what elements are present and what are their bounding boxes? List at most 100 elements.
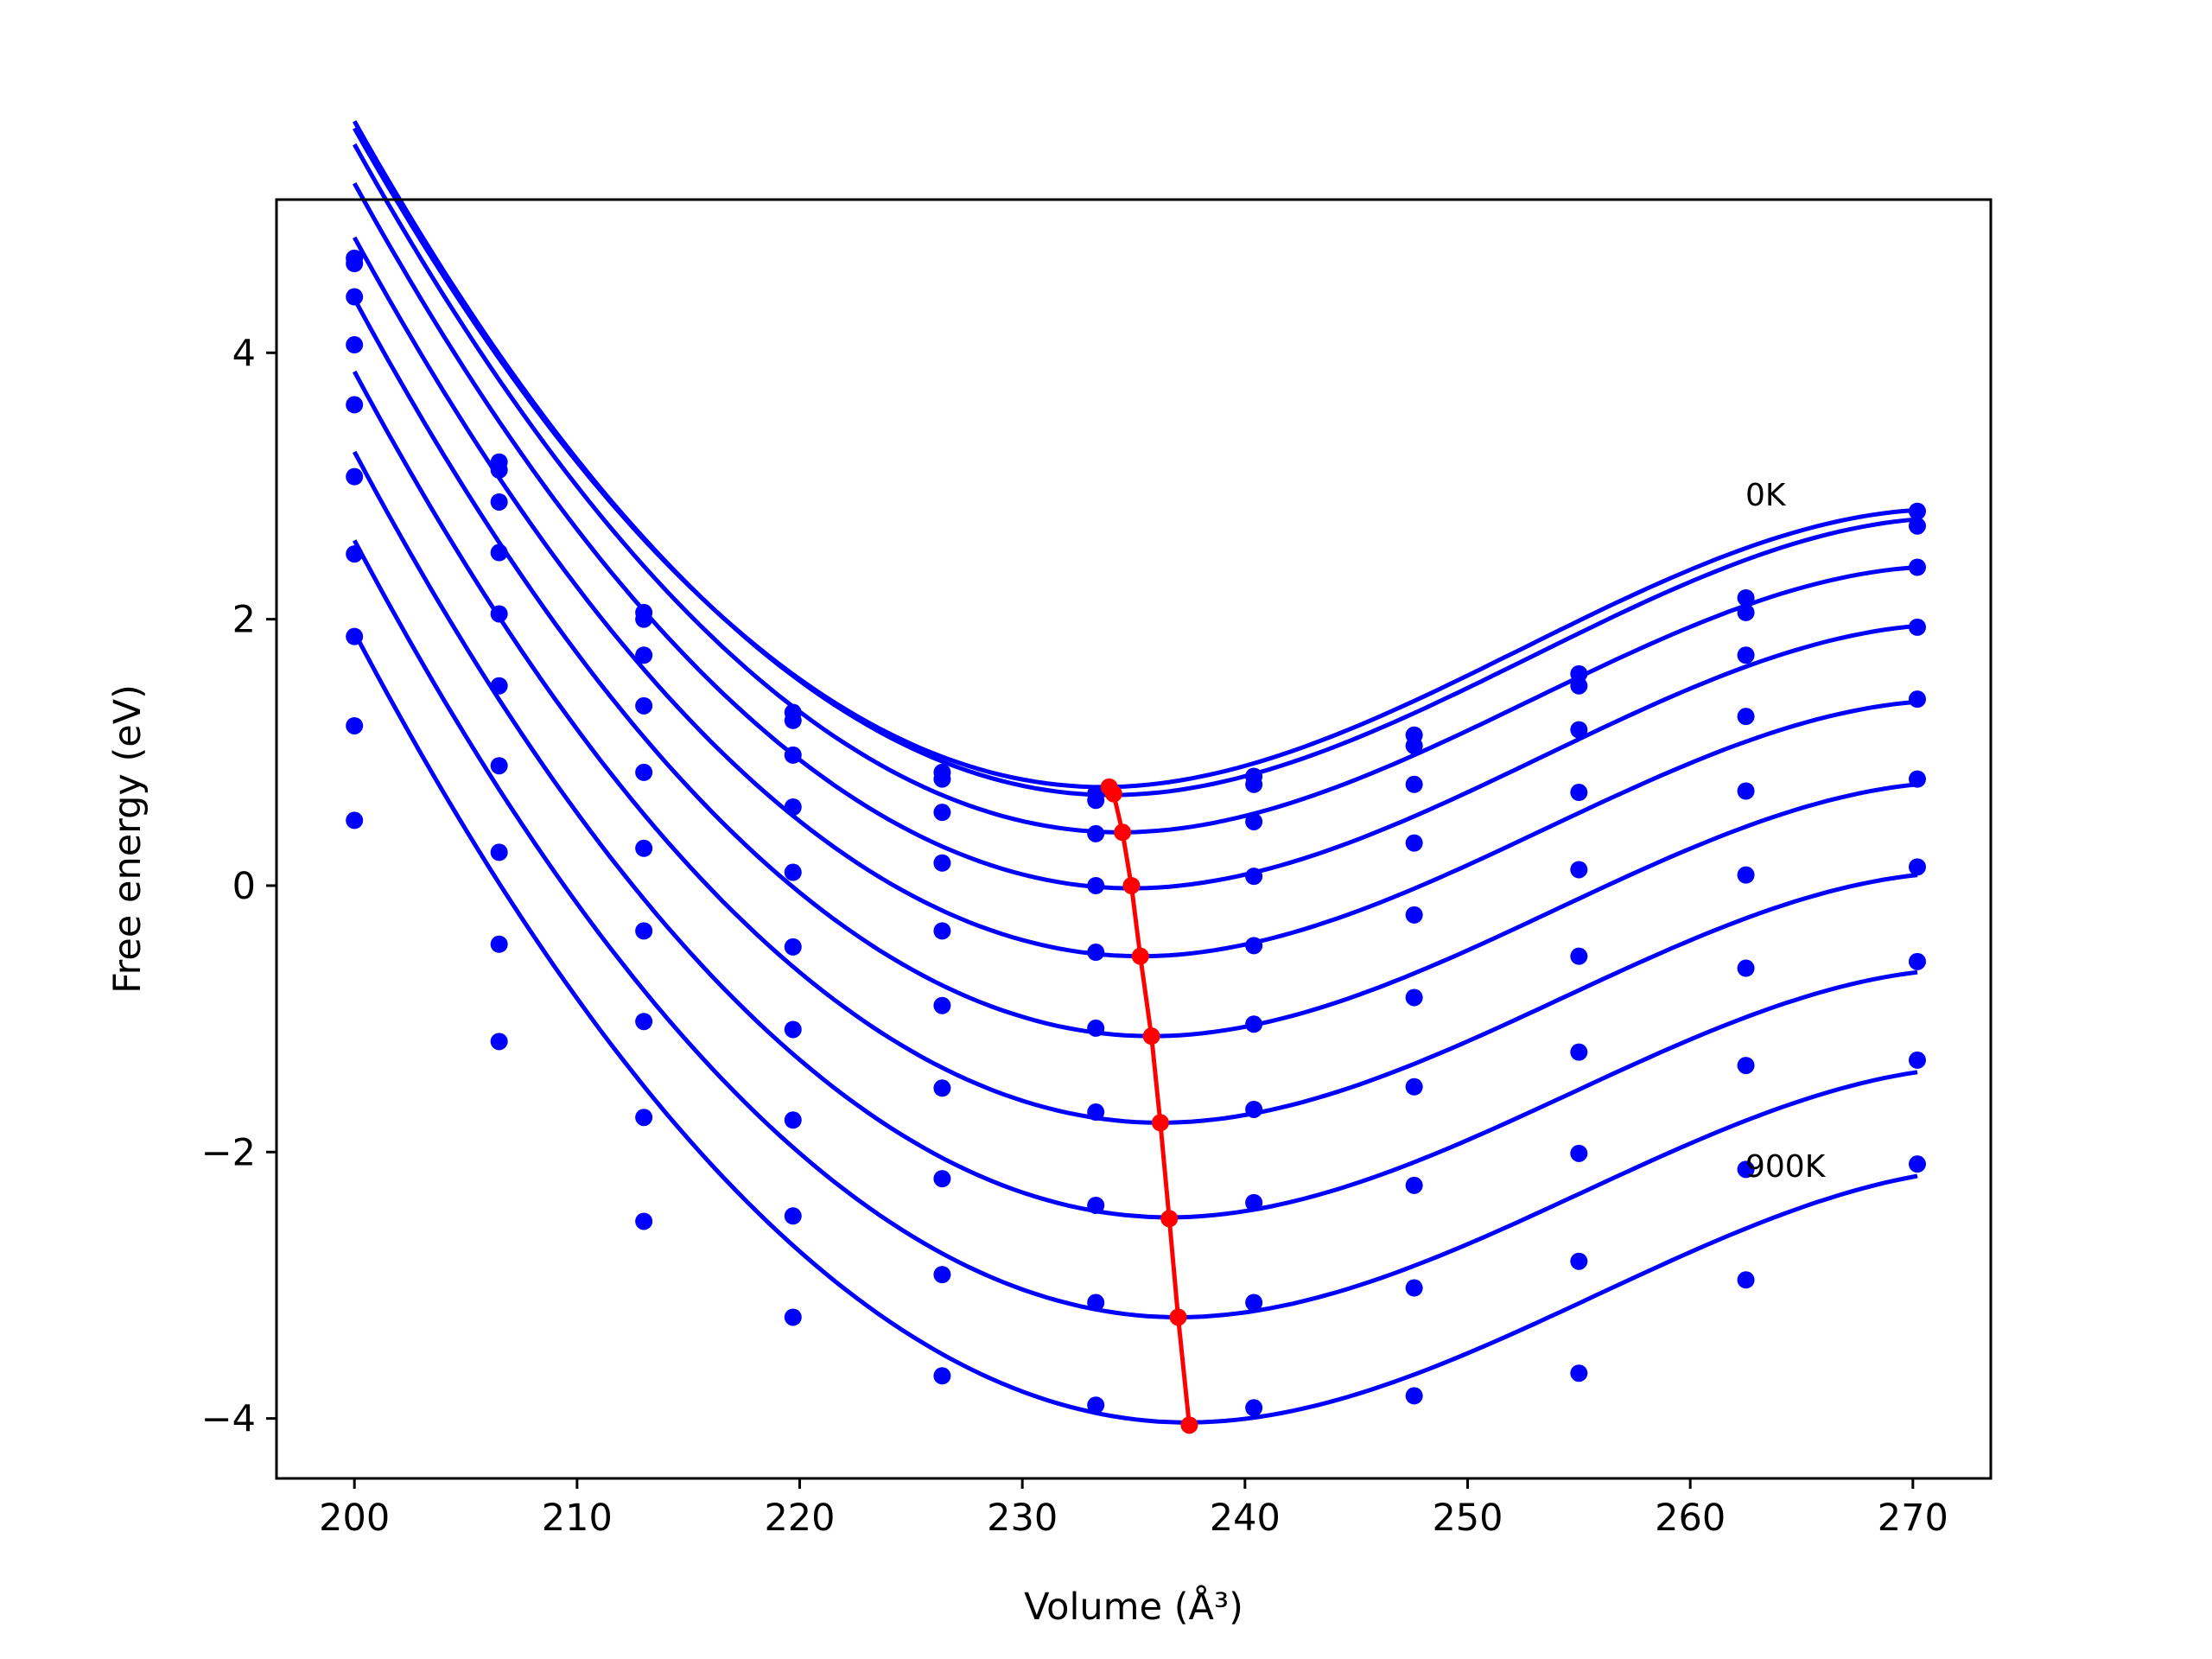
minimum-line bbox=[1107, 785, 1192, 1426]
data-point-s1-1 bbox=[490, 461, 508, 479]
x-tick-label: 200 bbox=[319, 1497, 390, 1540]
data-point-s9-8 bbox=[1570, 1364, 1588, 1382]
data-point-s8-4 bbox=[933, 1266, 951, 1284]
y-axis-label: Free energy (eV) bbox=[106, 684, 149, 994]
fit-curve-2 bbox=[353, 143, 1918, 835]
data-point-s3-3 bbox=[784, 798, 802, 816]
annotation-900k: 900K bbox=[1745, 1149, 1827, 1185]
data-point-s2-4 bbox=[933, 804, 951, 822]
data-point-s4-5 bbox=[1087, 944, 1105, 962]
minimum-point-5 bbox=[1142, 1027, 1160, 1046]
x-axis-label: Volume (Å³) bbox=[1024, 1585, 1243, 1629]
x-tick-label: 210 bbox=[542, 1497, 613, 1540]
data-point-s5-9 bbox=[1737, 866, 1755, 884]
data-point-s1-4 bbox=[933, 770, 951, 788]
data-point-s5-7 bbox=[1405, 988, 1423, 1007]
data-point-s5-5 bbox=[1087, 1019, 1105, 1037]
y-tick-label: −4 bbox=[201, 1398, 256, 1441]
fit-curve-5 bbox=[353, 297, 1918, 1039]
fit-curve-9 bbox=[352, 631, 1918, 1425]
data-point-s0-9 bbox=[1737, 588, 1755, 607]
data-point-s2-7 bbox=[1405, 775, 1423, 793]
data-point-s1-2 bbox=[635, 610, 653, 628]
data-point-s9-4 bbox=[933, 1367, 951, 1385]
fit-curve-1 bbox=[353, 120, 1918, 798]
data-point-s6-8 bbox=[1570, 1043, 1588, 1061]
x-tick-label: 240 bbox=[1210, 1497, 1281, 1540]
data-point-s4-0 bbox=[346, 396, 364, 414]
data-point-s5-1 bbox=[490, 677, 508, 695]
data-point-s4-4 bbox=[933, 922, 951, 940]
data-point-s7-10 bbox=[1908, 952, 1926, 970]
plot-area bbox=[346, 120, 1926, 1434]
data-point-s1-9 bbox=[1737, 603, 1755, 621]
data-point-s1-6 bbox=[1245, 775, 1263, 793]
data-point-s4-2 bbox=[635, 763, 653, 781]
data-point-s3-9 bbox=[1737, 708, 1755, 726]
data-point-s7-6 bbox=[1245, 1193, 1263, 1211]
fit-curve-8 bbox=[352, 539, 1918, 1320]
data-point-s2-6 bbox=[1245, 812, 1263, 830]
y-tick-label: −2 bbox=[201, 1131, 256, 1174]
data-point-s6-10 bbox=[1908, 858, 1926, 876]
data-point-s5-3 bbox=[784, 938, 802, 956]
data-point-s9-3 bbox=[784, 1308, 802, 1326]
fit-curve-6 bbox=[353, 370, 1918, 1125]
data-point-s6-0 bbox=[346, 545, 364, 563]
data-point-s4-1 bbox=[490, 605, 508, 623]
data-point-s8-10 bbox=[1908, 1051, 1926, 1069]
data-point-s8-1 bbox=[490, 935, 508, 953]
data-point-s9-9 bbox=[1737, 1271, 1755, 1289]
data-point-s0-10 bbox=[1908, 502, 1926, 520]
data-point-s7-5 bbox=[1087, 1196, 1105, 1214]
data-point-s4-6 bbox=[1245, 937, 1263, 955]
minimum-point-3 bbox=[1122, 876, 1141, 894]
data-point-s8-7 bbox=[1405, 1279, 1423, 1297]
minimum-point-6 bbox=[1151, 1114, 1169, 1132]
data-point-s8-0 bbox=[346, 716, 364, 734]
data-point-s6-5 bbox=[1087, 1103, 1105, 1122]
data-point-s9-6 bbox=[1245, 1399, 1263, 1417]
x-tick-label: 270 bbox=[1878, 1497, 1948, 1540]
data-point-s7-9 bbox=[1737, 1057, 1755, 1075]
x-tick-label: 220 bbox=[764, 1497, 835, 1540]
data-point-s5-2 bbox=[635, 839, 653, 857]
data-point-s7-8 bbox=[1570, 1144, 1588, 1162]
data-point-s7-1 bbox=[490, 843, 508, 861]
data-point-s1-3 bbox=[784, 711, 802, 729]
y-tick-label: 4 bbox=[232, 332, 256, 375]
data-point-s3-7 bbox=[1405, 834, 1423, 852]
y-axis: −4 −2 0 2 4 bbox=[201, 332, 276, 1441]
minimum-point-2 bbox=[1114, 823, 1132, 842]
data-point-s4-3 bbox=[784, 863, 802, 881]
y-tick-label: 0 bbox=[232, 865, 256, 908]
data-point-s8-2 bbox=[635, 1109, 653, 1127]
data-point-s3-6 bbox=[1245, 868, 1263, 886]
data-point-s8-9 bbox=[1737, 1160, 1755, 1179]
data-point-s6-4 bbox=[933, 1079, 951, 1097]
data-point-s9-5 bbox=[1087, 1396, 1105, 1414]
axes-frame bbox=[275, 198, 1993, 1480]
y-tick-label: 2 bbox=[232, 599, 256, 642]
data-point-s3-8 bbox=[1570, 784, 1588, 802]
data-point-s7-2 bbox=[635, 1013, 653, 1031]
data-point-s6-2 bbox=[635, 922, 653, 940]
data-point-s4-10 bbox=[1908, 690, 1926, 709]
data-point-s7-3 bbox=[784, 1111, 802, 1129]
data-point-s3-2 bbox=[635, 696, 653, 715]
data-point-s3-1 bbox=[490, 543, 508, 562]
x-tick-label: 250 bbox=[1432, 1497, 1503, 1540]
data-point-s6-9 bbox=[1737, 959, 1755, 977]
data-point-s5-4 bbox=[933, 996, 951, 1014]
data-point-s5-8 bbox=[1570, 947, 1588, 965]
data-point-s7-7 bbox=[1405, 1176, 1423, 1194]
data-point-s4-9 bbox=[1737, 782, 1755, 800]
data-point-s2-2 bbox=[635, 646, 653, 664]
minimum-point-4 bbox=[1131, 947, 1149, 965]
minimum-point-1 bbox=[1104, 785, 1122, 803]
data-point-s5-0 bbox=[346, 467, 364, 486]
data-point-s9-2 bbox=[635, 1212, 653, 1230]
data-point-s9-1 bbox=[490, 1033, 508, 1051]
